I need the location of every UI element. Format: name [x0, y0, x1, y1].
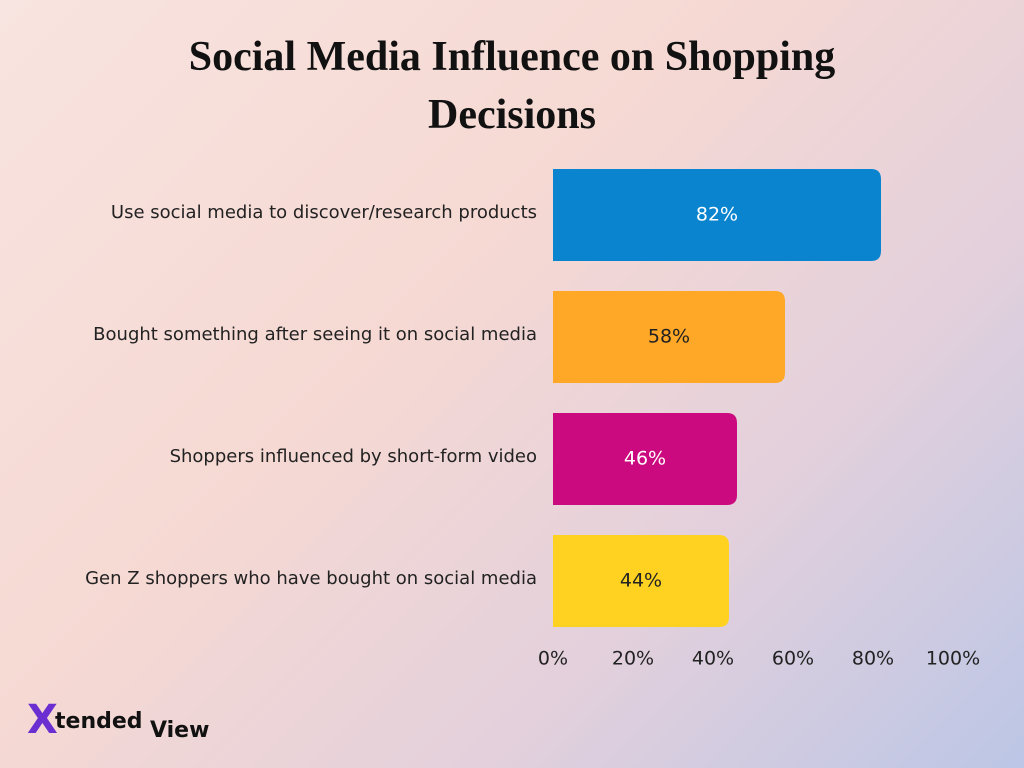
x-tick-label: 100%	[926, 648, 980, 670]
bar	[553, 169, 881, 261]
bar	[553, 535, 729, 627]
value-label: 46%	[624, 448, 666, 470]
y-tick-label: Use social media to discover/research pr…	[111, 202, 537, 223]
y-tick-label: Gen Z shoppers who have bought on social…	[85, 568, 537, 589]
value-label: 82%	[696, 204, 738, 226]
x-tick-label: 20%	[612, 648, 654, 670]
value-label: 44%	[620, 570, 662, 592]
x-tick-label: 40%	[692, 648, 734, 670]
value-label: 58%	[648, 326, 690, 348]
logo-mark: X	[27, 697, 58, 743]
logo-text: tended	[55, 709, 143, 734]
y-tick-label: Bought something after seeing it on soci…	[93, 324, 537, 345]
chart-title: Social Media Influence on Shopping Decis…	[188, 34, 836, 138]
bar	[553, 291, 785, 383]
x-tick-label: 60%	[772, 648, 814, 670]
bar	[553, 413, 737, 505]
x-tick-label: 0%	[538, 648, 568, 670]
y-tick-label: Shoppers influenced by short-form video	[170, 446, 537, 467]
x-tick-label: 80%	[852, 648, 894, 670]
logo-suffix: View	[150, 718, 209, 743]
